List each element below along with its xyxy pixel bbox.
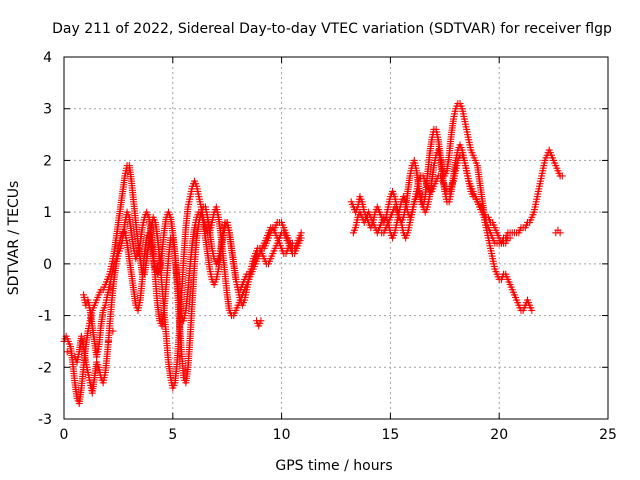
- x-tick-label: 5: [168, 427, 177, 443]
- x-tick-label: 25: [599, 427, 617, 443]
- x-tick-label: 15: [381, 427, 399, 443]
- x-tick-label: 0: [60, 427, 69, 443]
- y-tick-label: 4: [43, 50, 52, 66]
- data-point-series-7: [506, 234, 514, 242]
- axis-ticks: 0 5 10 15 20 25 -3 -2 -1 0 1 2 3 4: [38, 50, 617, 443]
- data-point-series-3: [288, 239, 296, 247]
- plot-frame: [63, 56, 609, 420]
- y-axis-title: SDTVAR / TECUs: [6, 181, 22, 296]
- y-tick-label: 1: [43, 205, 52, 221]
- x-tick-label: 10: [273, 427, 291, 443]
- data-point-series-2: [297, 234, 305, 242]
- data-points: [60, 100, 566, 407]
- y-tick-label: -1: [38, 309, 52, 325]
- data-point-series-5: [558, 172, 566, 180]
- chart-title: Day 211 of 2022, Sidereal Day-to-day VTE…: [52, 21, 612, 37]
- y-tick-label: -2: [38, 360, 52, 376]
- y-tick-label: 3: [43, 102, 52, 118]
- x-axis-title: GPS time / hours: [275, 458, 392, 474]
- y-tick-label: -3: [38, 412, 52, 428]
- data-point-series-4: [63, 348, 71, 356]
- data-point-series-4: [109, 327, 117, 335]
- x-tick-label: 20: [490, 427, 508, 443]
- y-tick-label: 0: [43, 257, 52, 273]
- data-point-series-6: [528, 306, 536, 314]
- data-point-series-8: [556, 229, 564, 237]
- data-point-series-4: [105, 337, 113, 345]
- data-point-series-4: [257, 317, 265, 325]
- y-tick-label: 2: [43, 153, 52, 169]
